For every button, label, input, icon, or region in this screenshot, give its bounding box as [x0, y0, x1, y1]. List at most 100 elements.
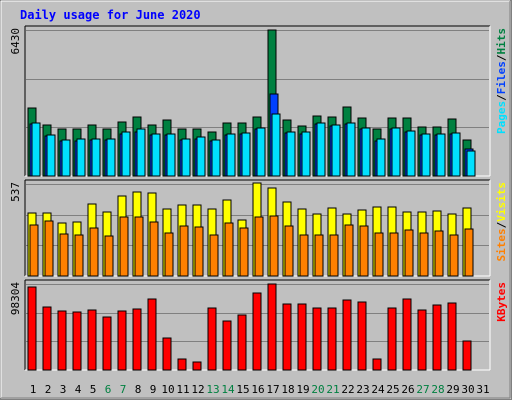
legend-item: Hits — [495, 28, 508, 55]
bar-pages-day-6 — [106, 138, 116, 177]
x-tick-label-7: 7 — [120, 383, 127, 396]
x-tick-label-15: 15 — [236, 383, 249, 396]
bar-sites-day-25 — [389, 232, 399, 277]
bar-pages-day-2 — [46, 134, 56, 177]
x-tick-label-18: 18 — [281, 383, 294, 396]
bar-pages-day-9 — [151, 133, 161, 177]
x-tick-label-19: 19 — [296, 383, 309, 396]
bar-pages-day-15 — [241, 132, 251, 177]
legend-item: Pages — [495, 101, 508, 134]
x-tick-label-10: 10 — [161, 383, 174, 396]
y-max-label: 98304 — [9, 282, 22, 315]
bar-pages-day-25 — [391, 127, 401, 177]
x-tick-label-4: 4 — [75, 383, 82, 396]
bar-kbytes-day-7 — [117, 310, 127, 371]
bar-kbytes-day-6 — [102, 316, 112, 371]
bar-pages-day-5 — [91, 138, 101, 177]
bar-pages-day-4 — [76, 138, 86, 177]
bar-kbytes-day-12 — [192, 361, 202, 371]
bar-sites-day-2 — [44, 220, 54, 277]
bar-pages-day-23 — [361, 127, 371, 177]
bar-sites-day-12 — [194, 226, 204, 277]
bar-pages-day-28 — [436, 133, 446, 177]
bar-kbytes-day-25 — [387, 307, 397, 371]
bar-sites-day-20 — [314, 234, 324, 277]
x-tick-label-12: 12 — [191, 383, 204, 396]
bar-sites-day-22 — [344, 224, 354, 277]
bar-sites-day-7 — [119, 216, 129, 277]
legend-item: / — [495, 54, 508, 61]
x-tick-label-2: 2 — [45, 383, 52, 396]
legend-item: KBytes — [495, 282, 508, 322]
bar-kbytes-day-9 — [147, 298, 157, 371]
x-tick-label-31: 31 — [476, 383, 489, 396]
bar-kbytes-day-10 — [162, 337, 172, 371]
bar-sites-day-15 — [239, 227, 249, 277]
bar-kbytes-day-5 — [87, 309, 97, 371]
bar-pages-day-14 — [226, 133, 236, 177]
bar-pages-day-19 — [301, 131, 311, 177]
bar-sites-day-24 — [374, 232, 384, 277]
bar-kbytes-day-11 — [177, 358, 187, 371]
bar-kbytes-day-17 — [267, 283, 277, 371]
bar-sites-day-1 — [29, 224, 39, 277]
bar-pages-day-18 — [286, 131, 296, 177]
legend-item: Files — [495, 61, 508, 94]
bar-kbytes-day-3 — [57, 310, 67, 371]
x-tick-label-14: 14 — [221, 383, 235, 396]
legend-item: Visits — [495, 182, 508, 222]
x-tick-label-11: 11 — [176, 383, 189, 396]
bar-kbytes-day-22 — [342, 299, 352, 371]
bar-sites-day-13 — [209, 234, 219, 277]
bar-kbytes-day-14 — [222, 320, 232, 371]
bar-pages-day-1 — [31, 122, 41, 177]
x-tick-label-23: 23 — [356, 383, 369, 396]
x-tick-label-3: 3 — [60, 383, 67, 396]
bar-sites-day-28 — [434, 230, 444, 277]
x-tick-label-22: 22 — [341, 383, 354, 396]
x-tick-label-17: 17 — [266, 383, 279, 396]
bar-pages-day-20 — [316, 122, 326, 177]
bar-sites-day-4 — [74, 234, 84, 277]
bar-sites-day-16 — [254, 216, 264, 277]
bar-pages-day-11 — [181, 138, 191, 177]
bar-sites-day-11 — [179, 225, 189, 277]
bar-kbytes-day-4 — [72, 311, 82, 371]
panel-kbytes: 98304 KBytes — [9, 279, 508, 371]
bar-kbytes-day-30 — [462, 340, 472, 371]
bar-sites-day-14 — [224, 222, 234, 277]
x-tick-label-20: 20 — [311, 383, 324, 396]
legend: Sites/Visits — [495, 182, 508, 262]
bar-sites-day-21 — [329, 234, 339, 277]
x-tick-label-27: 27 — [416, 383, 429, 396]
legend: KBytes — [495, 282, 508, 322]
x-tick-label-8: 8 — [135, 383, 142, 396]
bar-kbytes-day-18 — [282, 303, 292, 371]
bar-sites-day-10 — [164, 232, 174, 277]
bar-pages-day-8 — [136, 128, 146, 177]
bar-sites-day-6 — [104, 235, 114, 277]
x-tick-label-1: 1 — [30, 383, 37, 396]
bar-sites-day-5 — [89, 227, 99, 277]
bar-sites-day-23 — [359, 225, 369, 277]
bar-kbytes-day-24 — [372, 358, 382, 371]
bar-pages-day-16 — [256, 127, 266, 177]
y-max-label: 537 — [9, 182, 22, 202]
bar-kbytes-day-29 — [447, 302, 457, 371]
x-tick-label-26: 26 — [401, 383, 414, 396]
bar-pages-day-7 — [121, 131, 131, 177]
bar-sites-day-19 — [299, 234, 309, 277]
bar-pages-day-12 — [196, 136, 206, 177]
panel-visits-sites: 537 Sites/Visits — [9, 179, 508, 277]
bar-pages-day-27 — [421, 133, 431, 177]
x-tick-label-5: 5 — [90, 383, 97, 396]
legend-item: / — [495, 221, 508, 228]
bar-sites-day-30 — [464, 228, 474, 277]
bar-kbytes-day-28 — [432, 304, 442, 371]
y-max-label: 6430 — [9, 28, 22, 55]
bar-pages-day-3 — [61, 139, 71, 177]
bar-sites-day-26 — [404, 229, 414, 277]
bar-kbytes-day-26 — [402, 298, 412, 371]
x-tick-label-16: 16 — [251, 383, 264, 396]
